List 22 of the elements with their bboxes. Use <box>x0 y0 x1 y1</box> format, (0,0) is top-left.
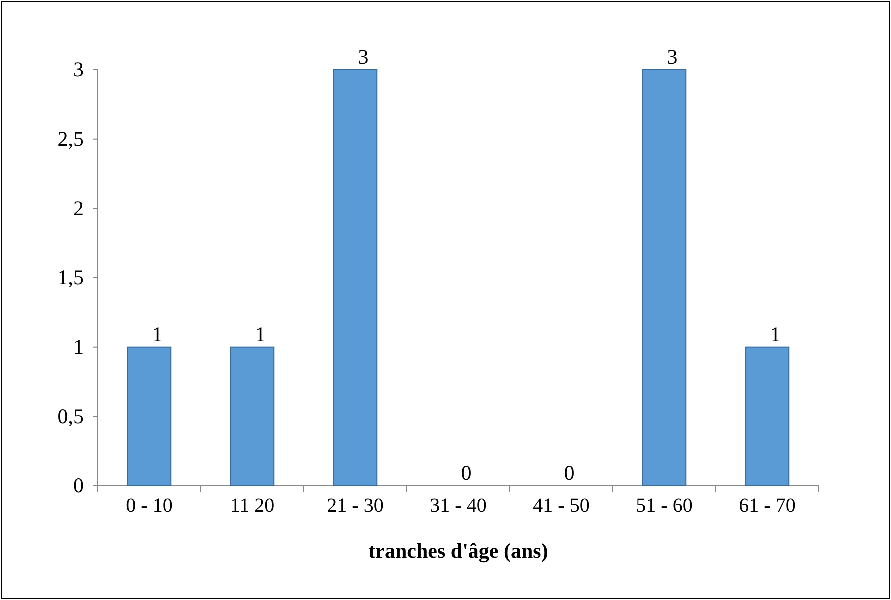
x-tick-label: 61 - 70 <box>739 495 796 518</box>
y-tick-label: 0 <box>74 474 84 498</box>
y-tick-label: 0,5 <box>58 404 84 428</box>
x-axis-title: tranches d'âge (ans) <box>368 539 548 563</box>
data-label: 1 <box>255 322 266 346</box>
data-label: 3 <box>667 45 678 69</box>
y-tick-label: 2 <box>74 196 84 220</box>
data-label: 1 <box>152 322 163 346</box>
x-tick-label: 21 - 30 <box>327 495 384 518</box>
x-tick-label: 11 20 <box>230 495 275 518</box>
data-label: 1 <box>770 322 781 346</box>
y-tick-label: 1 <box>74 335 84 360</box>
y-tick-label: 2,5 <box>58 127 84 152</box>
data-label: 0 <box>564 461 575 485</box>
y-tick-label: 3 <box>74 58 84 82</box>
x-tick-label: 0 - 10 <box>126 495 173 518</box>
x-tick-label: 41 - 50 <box>533 495 590 518</box>
x-tick-label: 31 - 40 <box>430 495 487 518</box>
data-label: 0 <box>461 461 472 485</box>
x-tick-label: 51 - 60 <box>636 495 693 518</box>
data-label: 3 <box>358 45 369 69</box>
y-tick-label: 1,5 <box>58 266 84 290</box>
